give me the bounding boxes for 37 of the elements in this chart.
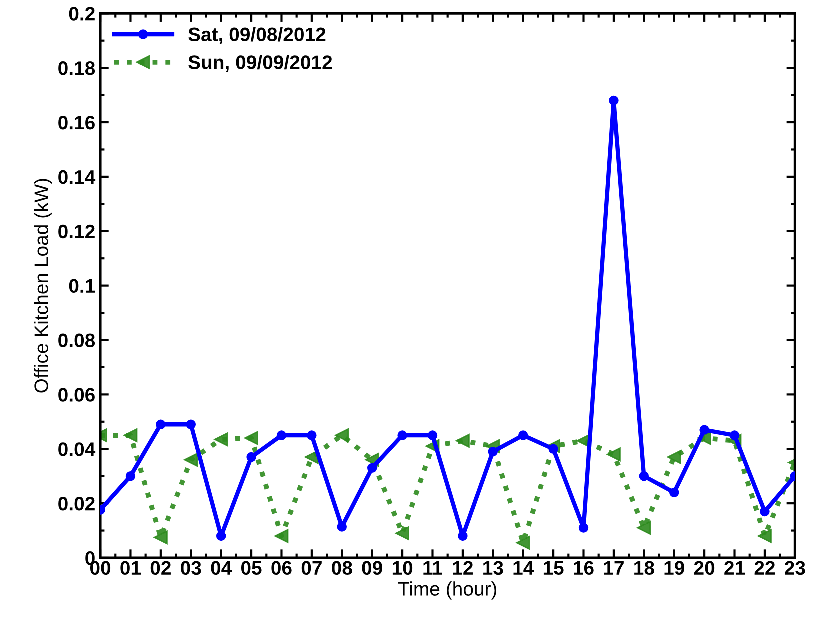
x-tick-label: 15 bbox=[544, 561, 564, 576]
x-tick-label: 08 bbox=[332, 561, 352, 576]
x-tick-label: 16 bbox=[574, 561, 594, 576]
y-tick-label: 0.18 bbox=[58, 62, 96, 76]
y-tick-label: 0.02 bbox=[58, 497, 95, 511]
x-tick-label: 03 bbox=[181, 561, 202, 576]
x-tick-label: 21 bbox=[724, 561, 746, 575]
x-tick-label: 01 bbox=[120, 561, 142, 576]
y-tick-label: 0.16 bbox=[58, 116, 95, 130]
x-tick-label: 23 bbox=[785, 561, 806, 576]
legend-label: Sat, 09/08/2012 bbox=[188, 27, 326, 44]
x-tick-label: 06 bbox=[272, 561, 292, 576]
y-tick-label: 0.2 bbox=[69, 7, 95, 21]
x-tick-label: 05 bbox=[241, 561, 262, 576]
x-tick-label: 04 bbox=[211, 561, 232, 576]
x-tick-label: 22 bbox=[754, 561, 775, 575]
x-tick-label: 11 bbox=[424, 561, 442, 575]
y-tick-label: 0.06 bbox=[58, 388, 95, 402]
x-tick-label: 19 bbox=[664, 561, 684, 576]
x-tick-label: 17 bbox=[604, 561, 624, 575]
legend-label: Sun, 09/09/2012 bbox=[188, 55, 332, 72]
x-tick-label: 14 bbox=[514, 561, 534, 575]
x-tick-label: 13 bbox=[484, 561, 504, 576]
x-axis-title: Time (hour) bbox=[398, 582, 497, 600]
x-tick-label: 20 bbox=[694, 561, 715, 576]
y-tick-label: 0.04 bbox=[58, 442, 96, 456]
x-tick-label: 07 bbox=[302, 561, 322, 576]
y-tick-label: 0.12 bbox=[58, 224, 95, 239]
y-tick-label: 0.1 bbox=[69, 279, 96, 294]
x-tick-label: 09 bbox=[362, 561, 382, 576]
y-tick-label: 0.14 bbox=[58, 170, 96, 184]
y-axis-title: Office Kitchen Load (kW) bbox=[34, 179, 52, 393]
x-tick-label: 18 bbox=[634, 561, 654, 576]
x-tick-label: 10 bbox=[392, 561, 413, 576]
x-tick-label: 12 bbox=[453, 561, 473, 575]
y-tick-label: 0.08 bbox=[58, 334, 96, 348]
x-tick-label: 02 bbox=[150, 561, 171, 576]
